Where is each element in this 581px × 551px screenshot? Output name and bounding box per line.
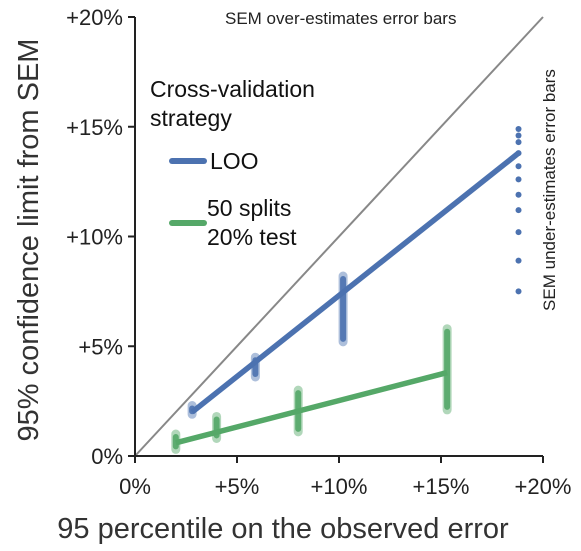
ticks-layer: 0% +5% +10% +15% +20% 0% +5% +10% +15% +20% [66,5,571,499]
y-tick-label: +5% [78,334,123,359]
series-loo [187,125,522,419]
x-tick-label: 0% [119,474,151,499]
data-point [515,139,522,146]
y-axis-title: 95% confidence limit from SEM [13,39,45,442]
x-axis-title: 95 percentile on the observed error [57,513,509,545]
marks-layer [134,16,544,457]
identity-line [134,16,544,457]
data-point [515,191,522,198]
legend-label-50-splits-line-1: 50 splits [207,195,291,221]
data-point [515,132,522,139]
data-point [515,207,522,214]
fit-line [190,150,521,415]
data-point [515,163,522,170]
y-tick-label: +10% [66,225,123,250]
data-point [515,257,522,264]
annotation-under-estimates: SEM under-estimates error bars [540,69,559,311]
y-tick-label: 0% [91,444,123,469]
x-tick-label: +20% [515,474,572,499]
x-tick-label: +15% [413,474,470,499]
y-tick-label: +15% [66,115,123,140]
legend-label-50-splits-line-2: 20% test [207,224,297,250]
data-point [515,229,522,236]
legend-title-line-2: strategy [150,105,232,131]
x-tick-label: +5% [215,474,260,499]
data-point [515,288,522,295]
legend-label-loo: LOO [210,148,259,174]
fit-line [175,369,448,446]
data-point [515,176,522,183]
series-50-splits [171,324,452,454]
legend: Cross-validation strategy LOO 50 splits … [150,76,315,250]
data-point [515,125,522,132]
annotation-over-estimates: SEM over-estimates error bars [225,9,456,28]
legend-title-line-1: Cross-validation [150,76,315,102]
x-tick-label: +10% [311,474,368,499]
y-tick-label: +20% [66,5,123,30]
